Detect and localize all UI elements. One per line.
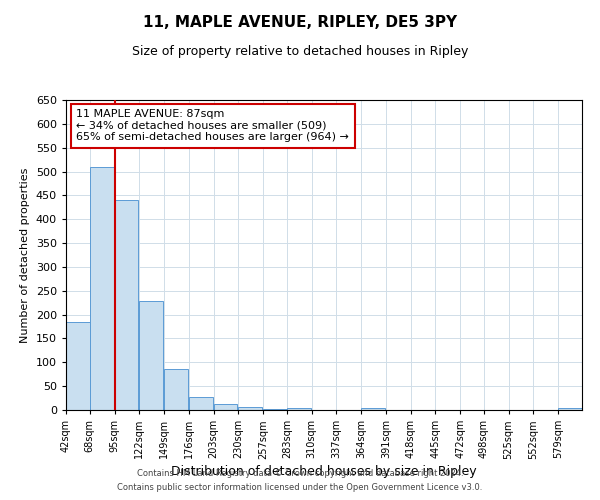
Bar xyxy=(66,322,90,410)
Bar xyxy=(238,406,262,410)
Bar xyxy=(90,167,113,410)
Text: 11 MAPLE AVENUE: 87sqm
← 34% of detached houses are smaller (509)
65% of semi-de: 11 MAPLE AVENUE: 87sqm ← 34% of detached… xyxy=(76,110,349,142)
Text: Contains public sector information licensed under the Open Government Licence v3: Contains public sector information licen… xyxy=(118,484,482,492)
Text: Size of property relative to detached houses in Ripley: Size of property relative to detached ho… xyxy=(132,45,468,58)
Bar xyxy=(361,408,385,410)
Bar xyxy=(558,408,582,410)
Y-axis label: Number of detached properties: Number of detached properties xyxy=(20,168,30,342)
Bar xyxy=(139,302,163,410)
Bar xyxy=(164,370,188,410)
X-axis label: Distribution of detached houses by size in Ripley: Distribution of detached houses by size … xyxy=(171,466,477,478)
Bar xyxy=(263,408,287,410)
Bar xyxy=(189,396,212,410)
Bar xyxy=(214,404,238,410)
Text: Contains HM Land Registry data © Crown copyright and database right 2024.: Contains HM Land Registry data © Crown c… xyxy=(137,468,463,477)
Text: 11, MAPLE AVENUE, RIPLEY, DE5 3PY: 11, MAPLE AVENUE, RIPLEY, DE5 3PY xyxy=(143,15,457,30)
Bar xyxy=(115,200,139,410)
Bar xyxy=(287,408,311,410)
